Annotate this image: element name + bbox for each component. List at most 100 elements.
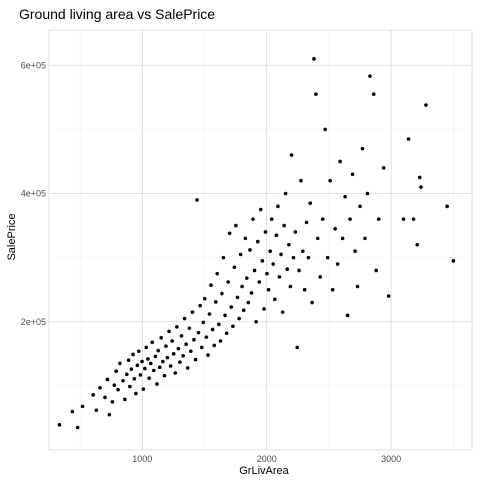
data-point <box>234 223 238 228</box>
data-point <box>124 372 129 377</box>
data-point <box>114 369 118 373</box>
data-point <box>199 345 204 350</box>
data-point <box>173 371 178 375</box>
data-point <box>232 265 237 270</box>
data-point <box>185 366 190 370</box>
data-point <box>246 300 251 305</box>
data-point <box>323 127 327 132</box>
data-point <box>80 404 85 409</box>
y-axis-title: SalePrice <box>6 213 18 260</box>
data-point <box>451 259 456 263</box>
data-point <box>107 412 112 417</box>
data-point <box>304 220 309 225</box>
data-point <box>282 223 286 228</box>
data-point <box>245 276 249 280</box>
data-point <box>142 366 147 371</box>
data-point <box>147 376 151 380</box>
data-point <box>274 233 279 237</box>
data-point <box>159 335 164 340</box>
data-point <box>297 268 301 273</box>
data-point <box>320 217 325 221</box>
x-tick-label: 1000 <box>132 454 152 464</box>
data-point <box>254 319 258 324</box>
data-point <box>171 352 176 356</box>
data-point <box>201 320 206 325</box>
data-point <box>150 340 155 345</box>
data-point <box>255 239 260 244</box>
data-point <box>263 230 268 234</box>
data-point <box>265 271 269 276</box>
data-point <box>333 226 337 231</box>
data-point <box>128 384 132 389</box>
data-point <box>295 345 300 350</box>
data-point <box>195 198 199 202</box>
y-axis-ticks: 2e+05 4e+05 6e+05 <box>21 60 46 326</box>
data-point <box>198 303 202 308</box>
data-point <box>221 255 226 260</box>
data-point <box>411 217 416 221</box>
data-point <box>308 201 313 205</box>
data-point <box>401 217 406 221</box>
data-point <box>355 284 360 289</box>
data-point <box>283 191 288 196</box>
data-point <box>291 255 296 260</box>
data-point <box>75 425 80 430</box>
data-point <box>279 252 283 257</box>
data-point <box>141 387 146 391</box>
data-point <box>196 330 201 335</box>
data-point <box>273 297 277 302</box>
data-point <box>206 353 210 357</box>
data-point <box>140 359 144 364</box>
data-point <box>406 137 411 141</box>
data-point <box>202 296 207 301</box>
data-point <box>187 326 192 330</box>
data-point <box>266 287 271 292</box>
data-point <box>252 268 257 273</box>
data-point <box>310 300 314 305</box>
data-point <box>94 408 99 413</box>
data-point <box>175 325 179 329</box>
data-point <box>251 217 255 221</box>
data-point <box>343 194 347 199</box>
data-point <box>262 307 266 311</box>
data-point <box>328 178 332 183</box>
data-point <box>57 423 62 427</box>
data-point <box>271 262 275 266</box>
data-point <box>348 217 352 221</box>
data-point <box>249 291 254 295</box>
data-point <box>318 275 323 279</box>
data-point <box>269 217 274 221</box>
data-point <box>170 339 174 343</box>
data-point <box>210 327 215 332</box>
data-point <box>374 268 379 273</box>
data-point <box>415 243 420 247</box>
data-point <box>299 178 303 183</box>
data-point <box>131 352 135 357</box>
data-point <box>276 204 280 209</box>
data-point <box>220 291 224 296</box>
data-point <box>144 345 149 350</box>
data-point <box>176 346 181 351</box>
data-point <box>112 383 117 388</box>
data-point <box>70 409 75 414</box>
data-point <box>235 295 240 300</box>
data-point <box>424 103 428 107</box>
data-point <box>105 377 110 382</box>
data-point <box>258 207 263 212</box>
chart-title: Ground living area vs SalePrice <box>19 6 215 22</box>
data-point <box>182 316 187 321</box>
data-point <box>314 92 318 96</box>
data-point <box>110 400 115 404</box>
data-point <box>118 361 122 366</box>
data-point <box>165 355 170 360</box>
data-point <box>363 236 367 241</box>
data-point <box>137 349 141 354</box>
data-point <box>368 74 372 78</box>
data-point <box>212 343 217 348</box>
data-point <box>301 249 305 254</box>
data-point <box>189 349 193 354</box>
data-point <box>226 280 230 284</box>
data-point <box>248 248 252 252</box>
data-point <box>181 353 185 358</box>
